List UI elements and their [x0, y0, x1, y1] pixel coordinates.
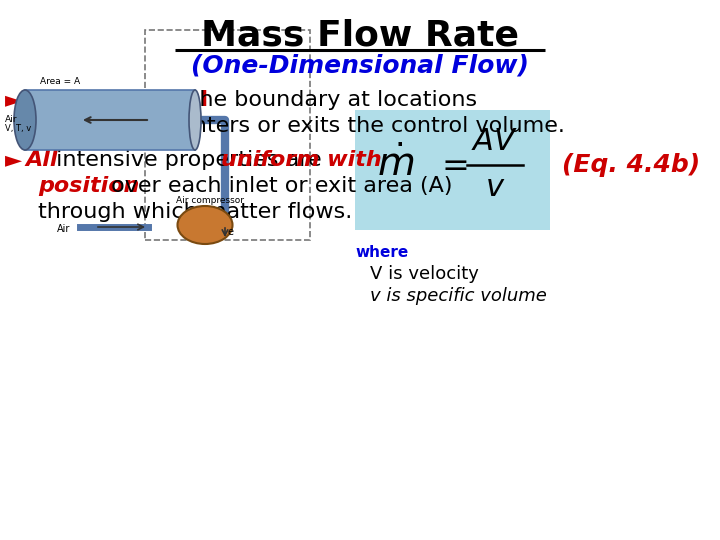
Text: position: position: [38, 176, 140, 196]
FancyBboxPatch shape: [355, 110, 550, 230]
Text: Mass Flow Rate: Mass Flow Rate: [201, 18, 519, 52]
Text: through which matter flows.: through which matter flows.: [38, 202, 352, 222]
Ellipse shape: [14, 90, 36, 150]
Ellipse shape: [189, 90, 201, 150]
Text: V, T, v: V, T, v: [5, 124, 31, 133]
Text: Area = A: Area = A: [40, 77, 80, 86]
Text: ►: ►: [5, 90, 22, 110]
Polygon shape: [25, 90, 195, 150]
Text: $AV$: $AV$: [472, 127, 518, 157]
Text: intensive properties are: intensive properties are: [49, 150, 329, 170]
Text: v is specific volume: v is specific volume: [370, 287, 547, 305]
Text: e: e: [228, 227, 234, 237]
Text: ►: ►: [5, 150, 22, 170]
Text: $v$: $v$: [485, 173, 505, 202]
Text: over each inlet or exit area (A): over each inlet or exit area (A): [104, 176, 452, 196]
Text: (Eq. 4.4b): (Eq. 4.4b): [562, 153, 700, 177]
Text: to the boundary at locations: to the boundary at locations: [154, 90, 477, 110]
Text: (One-Dimensional Flow): (One-Dimensional Flow): [191, 53, 529, 77]
Text: All: All: [25, 150, 58, 170]
Text: where mass enters or exits the control volume.: where mass enters or exits the control v…: [38, 116, 565, 136]
Text: Flow is normal: Flow is normal: [25, 90, 208, 110]
Text: V is velocity: V is velocity: [370, 265, 479, 283]
Text: uniform with: uniform with: [221, 150, 382, 170]
Text: $=$: $=$: [435, 148, 468, 181]
FancyBboxPatch shape: [5, 35, 330, 245]
Text: Air compressor: Air compressor: [176, 196, 244, 205]
Text: Air: Air: [5, 115, 17, 124]
Ellipse shape: [178, 206, 233, 244]
Text: Air: Air: [57, 224, 70, 234]
Text: $\dot{m}$: $\dot{m}$: [377, 146, 414, 184]
Text: where: where: [355, 245, 408, 260]
